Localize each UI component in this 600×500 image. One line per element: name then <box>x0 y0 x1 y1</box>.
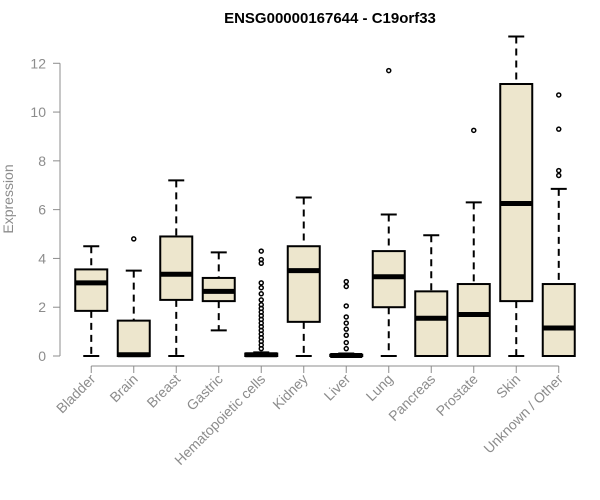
box-5 <box>286 196 321 357</box>
x-tick-label: Brain <box>106 371 140 405</box>
box-iqr <box>541 283 576 357</box>
y-tick-label: 8 <box>38 153 46 169</box>
outlier-point <box>386 67 392 74</box>
outlier-point <box>343 314 349 320</box>
box-iqr <box>286 245 321 323</box>
chart-title: ENSG00000167644 - C19orf33 <box>224 10 436 27</box>
box-iqr <box>74 268 109 312</box>
outlier-point <box>258 291 264 297</box>
box-8 <box>414 234 449 357</box>
outlier-point <box>258 248 264 254</box>
box-9 <box>456 127 491 357</box>
box-6 <box>329 278 364 359</box>
outlier-point <box>343 326 349 332</box>
outlier-point <box>343 339 349 346</box>
box-3 <box>201 251 236 332</box>
x-tick-label: Bladder <box>53 371 99 417</box>
box-10 <box>499 35 534 357</box>
outlier-point <box>258 302 264 308</box>
y-axis-label: Expression <box>0 164 16 233</box>
outlier-point <box>343 320 349 326</box>
x-tick-label: Lung <box>363 371 396 404</box>
box-7 <box>371 67 406 357</box>
outlier-point <box>258 280 264 286</box>
outlier-point <box>471 127 477 134</box>
x-tick-label: Prostate <box>433 371 481 419</box>
box-iqr <box>414 290 449 357</box>
box-iqr <box>456 283 491 357</box>
outlier-point <box>258 256 264 263</box>
outlier-point <box>556 172 562 179</box>
box-iqr <box>116 319 151 357</box>
y-tick-label: 4 <box>38 250 46 266</box>
x-tick-label: Kidney <box>269 371 311 413</box>
outlier-point <box>343 345 349 352</box>
y-tick-label: 6 <box>38 202 46 218</box>
x-tick-label: Liver <box>321 371 354 404</box>
box-2 <box>159 179 194 357</box>
outlier-point <box>556 167 562 174</box>
outlier-point <box>556 126 562 132</box>
x-tick-label: Breast <box>143 371 183 411</box>
y-tick-label: 12 <box>30 55 46 71</box>
box-iqr <box>499 83 534 303</box>
outlier-point <box>343 283 349 290</box>
box-iqr <box>159 235 194 301</box>
outlier-point <box>343 303 349 309</box>
y-tick-label: 10 <box>30 104 46 120</box>
boxes-layer <box>74 35 576 359</box>
x-tick-label: Unknown / Other <box>480 371 566 457</box>
y-axis: 0 2 4 6 8 10 12 <box>30 55 61 364</box>
outlier-point <box>258 297 264 303</box>
outlier-point <box>343 278 349 285</box>
y-tick-label: 2 <box>38 299 46 315</box>
outlier-point <box>556 92 562 98</box>
x-tick-label: Pancreas <box>385 371 438 424</box>
y-tick-label: 0 <box>38 348 46 364</box>
outlier-point <box>258 284 264 291</box>
outlier-point <box>343 332 349 339</box>
x-tick-label: Skin <box>493 371 524 402</box>
outlier-point <box>131 236 137 242</box>
box-11 <box>541 92 576 357</box>
box-4 <box>244 248 279 358</box>
box-0 <box>74 245 109 357</box>
box-1 <box>116 236 151 358</box>
